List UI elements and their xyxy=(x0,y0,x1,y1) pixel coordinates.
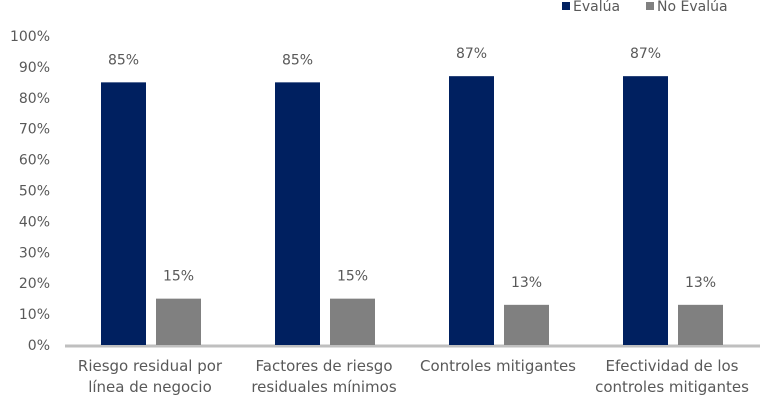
bar-no-evalua xyxy=(330,298,375,345)
data-label: 13% xyxy=(511,275,542,291)
data-label: 87% xyxy=(456,46,487,62)
y-tick-label: 0% xyxy=(28,338,50,354)
y-tick-label: 60% xyxy=(19,153,50,169)
y-tick-label: 10% xyxy=(19,307,50,323)
y-tick-label: 100% xyxy=(10,29,50,45)
y-tick-label: 80% xyxy=(19,91,50,107)
bar-evalua xyxy=(623,76,668,346)
legend-label: No Evalúa xyxy=(657,0,728,15)
legend-swatch xyxy=(646,2,654,10)
y-tick-label: 50% xyxy=(19,184,50,200)
data-label: 85% xyxy=(282,52,313,68)
bar-evalua xyxy=(449,76,494,346)
data-label: 87% xyxy=(630,46,661,62)
x-tick-label: controles mitigantes xyxy=(595,378,749,396)
bar-no-evalua xyxy=(156,298,201,345)
bar-no-evalua xyxy=(678,304,723,345)
data-label: 85% xyxy=(108,52,139,68)
bar-evalua xyxy=(275,82,320,345)
y-tick-label: 30% xyxy=(19,245,50,261)
data-label: 13% xyxy=(685,275,716,291)
legend-label: Evalúa xyxy=(573,0,620,15)
data-label: 15% xyxy=(337,269,368,285)
y-tick-label: 20% xyxy=(19,276,50,292)
bar-evalua xyxy=(101,82,146,345)
x-tick-label: Controles mitigantes xyxy=(420,357,576,375)
x-tick-label: Efectividad de los xyxy=(605,357,738,375)
y-tick-label: 40% xyxy=(19,214,50,230)
x-tick-label: residuales mínimos xyxy=(251,378,396,396)
x-tick-label: línea de negocio xyxy=(88,378,212,396)
bar-no-evalua xyxy=(504,304,549,345)
legend-swatch xyxy=(562,2,570,10)
data-label: 15% xyxy=(163,269,194,285)
y-tick-label: 70% xyxy=(19,122,50,138)
x-tick-label: Factores de riesgo xyxy=(256,357,393,375)
x-tick-label: Riesgo residual por xyxy=(78,357,223,375)
y-tick-label: 90% xyxy=(19,60,50,76)
